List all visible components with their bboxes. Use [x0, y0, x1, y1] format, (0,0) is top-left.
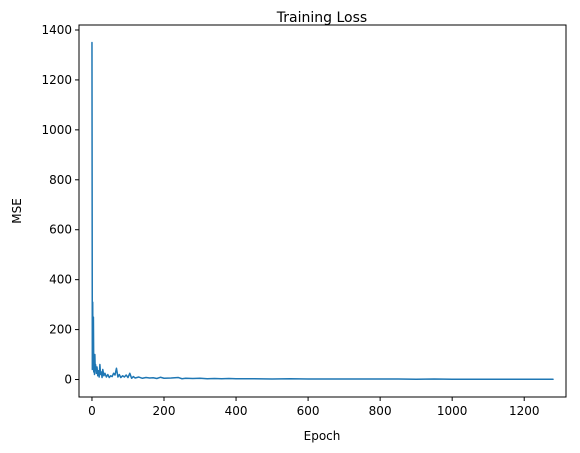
y-tick-label: 800	[49, 173, 72, 187]
x-tick-label: 400	[225, 404, 248, 418]
y-tick-label: 0	[64, 373, 72, 387]
x-tick-label: 1200	[509, 404, 540, 418]
chart-title: Training Loss	[276, 10, 367, 26]
x-axis: 0 200 400 600 800 1000 1200	[88, 397, 539, 418]
y-tick-label: 600	[49, 223, 72, 237]
y-tick-label: 1000	[41, 123, 72, 137]
series-line-0	[91, 41, 554, 381]
y-axis-label: MSE	[10, 198, 24, 224]
y-tick-label: 1200	[41, 73, 72, 87]
x-tick-label: 200	[153, 404, 176, 418]
plot-area	[91, 41, 554, 381]
y-tick-label: 400	[49, 273, 72, 287]
x-axis-label: Epoch	[304, 429, 341, 443]
axes-frame	[78, 24, 567, 398]
x-tick-label: 800	[369, 404, 392, 418]
x-tick-label: 600	[297, 404, 320, 418]
y-tick-label: 1400	[41, 23, 72, 37]
y-tick-label: 200	[49, 323, 72, 337]
x-tick-label: 1000	[437, 404, 468, 418]
x-tick-label: 0	[88, 404, 96, 418]
y-axis: 0 200 400 600 800 1000 1200 1400	[41, 23, 79, 387]
